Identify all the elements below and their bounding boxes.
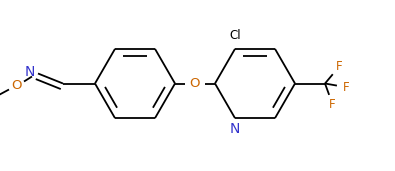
Text: N: N	[230, 122, 240, 136]
Text: O: O	[11, 79, 21, 92]
Text: F: F	[343, 81, 350, 94]
Text: F: F	[329, 98, 336, 111]
Text: Cl: Cl	[229, 29, 241, 42]
Text: F: F	[336, 60, 342, 73]
Text: N: N	[24, 65, 35, 80]
Text: O: O	[190, 77, 200, 90]
